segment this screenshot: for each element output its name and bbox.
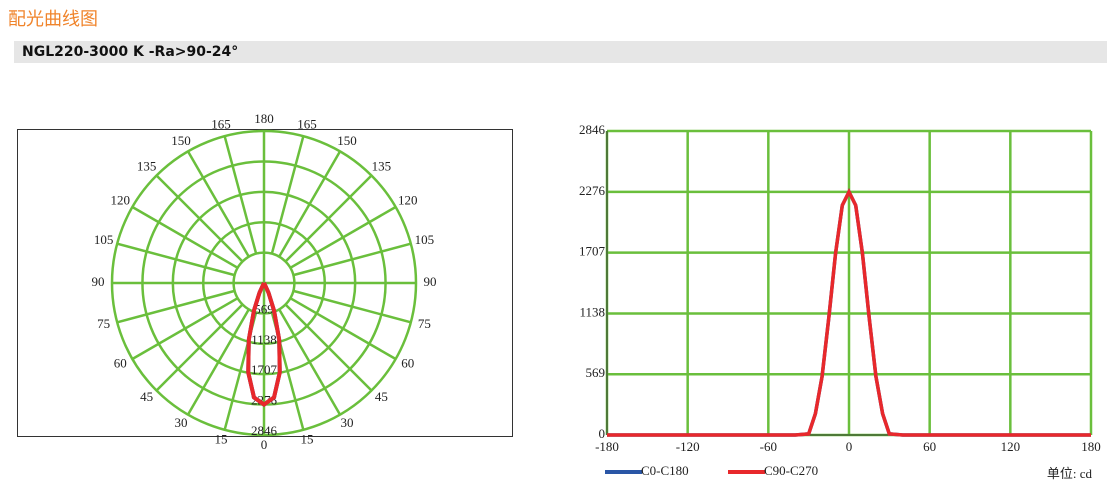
angle-label: 15: [300, 431, 313, 446]
polar-spoke: [186, 308, 250, 416]
page-title: 配光曲线图: [8, 9, 98, 30]
y-tick-label: 2846: [579, 122, 606, 137]
angle-label: 30: [341, 415, 354, 430]
angle-label: 60: [114, 355, 127, 370]
polar-spoke: [116, 242, 235, 277]
radial-label: 1707: [251, 362, 278, 377]
x-tick-label: 60: [923, 439, 936, 454]
polar-spoke: [289, 297, 397, 361]
angle-label: 75: [418, 316, 431, 331]
legend-label: C90-C270: [764, 463, 818, 478]
legend-label: C0-C180: [641, 463, 689, 478]
polar-spoke: [116, 289, 235, 324]
polar-spoke: [278, 150, 342, 258]
polar-spoke: [131, 205, 239, 269]
polar-frame: [17, 129, 513, 437]
angle-label: 180: [254, 111, 274, 126]
angle-label: 30: [175, 415, 188, 430]
model-bar: NGL220-3000 K -Ra>90-24°: [14, 41, 1107, 63]
angle-label: 45: [375, 389, 388, 404]
angle-label: 165: [211, 117, 231, 132]
angle-label: 150: [337, 133, 357, 148]
radial-label: 569: [254, 301, 274, 316]
polar-spoke: [284, 174, 373, 263]
angle-label: 150: [171, 133, 191, 148]
polar-spoke: [278, 308, 342, 416]
angle-label: 45: [140, 389, 153, 404]
angle-label: 90: [424, 274, 437, 289]
angle-label: 120: [110, 192, 130, 207]
y-tick-label: 569: [586, 365, 606, 380]
angle-label: 135: [372, 159, 392, 174]
polar-spoke: [155, 174, 244, 263]
polar-spoke: [186, 150, 250, 258]
polar-spoke: [293, 289, 412, 324]
angle-label: 60: [401, 355, 414, 370]
radial-label: 2276: [251, 393, 278, 408]
angle-label: 165: [297, 117, 317, 132]
angle-label: 0: [261, 437, 268, 452]
angle-label: 90: [92, 274, 105, 289]
y-tick-label: 2276: [579, 183, 606, 198]
polar-spoke: [293, 242, 412, 277]
x-tick-label: 120: [1001, 439, 1021, 454]
series-line: [607, 187, 1091, 437]
polar-curve: [246, 282, 282, 408]
angle-label: 15: [215, 431, 228, 446]
x-tick-label: -180: [595, 439, 619, 454]
polar-spoke: [270, 135, 305, 254]
angle-label: 120: [398, 192, 418, 207]
angle-label: 105: [94, 232, 114, 247]
polar-spoke: [289, 205, 397, 269]
radial-label: 2846: [251, 423, 278, 438]
polar-spoke: [155, 303, 244, 392]
angle-label: 105: [415, 232, 435, 247]
polar-spoke: [223, 135, 258, 254]
polar-spoke: [284, 303, 373, 392]
angle-label: 135: [137, 159, 157, 174]
y-tick-label: 1138: [579, 304, 605, 319]
polar-spoke: [131, 297, 239, 361]
y-tick-label: 1707: [579, 244, 606, 259]
x-tick-label: 0: [846, 439, 853, 454]
x-tick-label: -60: [760, 439, 777, 454]
x-tick-label: -120: [676, 439, 700, 454]
x-tick-label: 180: [1081, 439, 1101, 454]
y-tick-label: 0: [599, 426, 606, 441]
radial-label: 1138: [251, 332, 277, 347]
unit-label: 单位: cd: [1047, 466, 1093, 481]
angle-label: 75: [97, 316, 110, 331]
